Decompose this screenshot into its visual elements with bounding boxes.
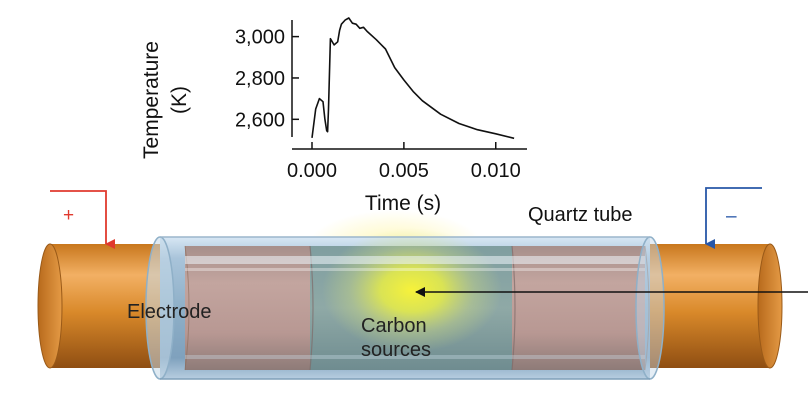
minus-label: –	[726, 206, 737, 227]
left-electrode-plug	[185, 246, 310, 370]
x-axis-label: Time (s)	[365, 192, 441, 215]
electrode-label: Electrode	[127, 301, 212, 323]
temperature-series-line	[311, 17, 515, 140]
y-axis-label-line1: Temperature	[140, 41, 163, 159]
x-tick-label: 0.005	[379, 160, 429, 182]
carbon-label-line2: sources	[361, 339, 431, 361]
x-tick-label: 0.000	[287, 160, 337, 182]
carbon-label-line1: Carbon	[361, 315, 427, 337]
negative-wire	[705, 187, 762, 249]
quartz-tube-label: Quartz tube	[528, 204, 633, 226]
y-tick-label: 2,600	[235, 109, 285, 131]
x-tick-label: 0.010	[471, 160, 521, 182]
y-axis-label-line2: (K)	[168, 86, 191, 114]
quartz-tube	[145, 228, 665, 380]
right-electrode-plug	[512, 246, 645, 370]
positive-wire	[50, 190, 115, 249]
plus-label: +	[63, 205, 74, 226]
temperature-inset-chart: 2,600 2,800 3,000 0.000 0.005 0.010 Temperat…	[140, 17, 527, 215]
y-tick-label: 3,000	[235, 27, 285, 49]
y-tick-label: 2,800	[235, 68, 285, 90]
